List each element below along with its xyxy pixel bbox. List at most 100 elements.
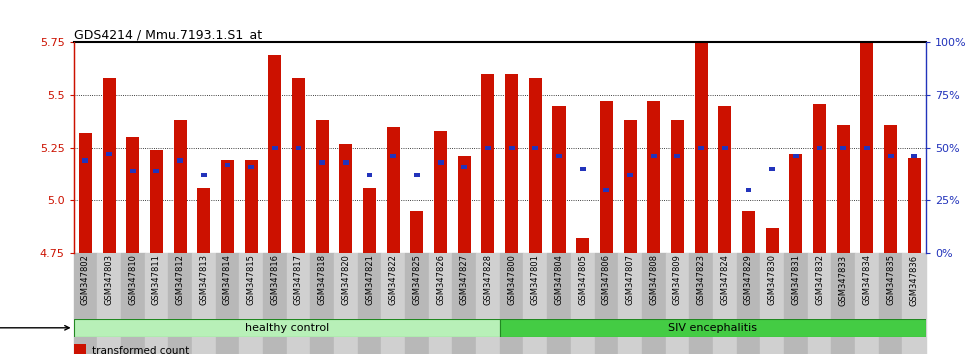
Bar xyxy=(553,105,565,253)
Bar xyxy=(248,165,254,169)
Text: disease state: disease state xyxy=(0,323,70,333)
Bar xyxy=(201,173,207,177)
Bar xyxy=(358,253,381,354)
Bar xyxy=(169,253,192,354)
Text: GDS4214 / Mmu.7193.1.S1_at: GDS4214 / Mmu.7193.1.S1_at xyxy=(74,28,262,41)
Bar xyxy=(296,146,302,150)
Bar xyxy=(595,253,618,354)
Bar xyxy=(462,165,467,169)
Bar xyxy=(286,253,311,354)
Bar xyxy=(453,253,476,354)
Bar xyxy=(97,253,121,354)
Bar xyxy=(390,154,396,158)
Bar xyxy=(665,253,689,354)
Bar xyxy=(387,127,400,253)
Bar xyxy=(220,160,234,253)
Bar xyxy=(216,253,239,354)
Bar xyxy=(367,173,372,177)
Bar xyxy=(765,228,779,253)
Bar xyxy=(600,102,612,253)
Text: healthy control: healthy control xyxy=(245,323,328,333)
Bar xyxy=(671,120,684,253)
Bar xyxy=(903,253,926,354)
Bar xyxy=(500,253,523,354)
Bar xyxy=(651,154,657,158)
Bar xyxy=(74,253,97,354)
Bar xyxy=(746,188,752,192)
Bar xyxy=(604,188,610,192)
Bar xyxy=(689,253,712,354)
Bar xyxy=(742,211,755,253)
Bar xyxy=(760,253,784,354)
Bar xyxy=(627,173,633,177)
Bar xyxy=(74,319,500,337)
Text: transformed count: transformed count xyxy=(92,346,189,354)
Bar xyxy=(712,253,737,354)
Bar xyxy=(808,253,831,354)
Bar xyxy=(438,160,444,165)
Bar xyxy=(570,253,595,354)
Bar xyxy=(784,253,808,354)
Bar xyxy=(547,253,570,354)
Bar xyxy=(864,146,870,150)
Bar xyxy=(831,253,855,354)
Bar xyxy=(722,146,728,150)
Bar xyxy=(647,102,661,253)
Bar xyxy=(129,169,135,173)
Bar xyxy=(121,253,144,354)
Bar xyxy=(642,253,665,354)
Bar xyxy=(623,120,637,253)
Bar xyxy=(476,253,500,354)
Bar xyxy=(82,158,88,162)
Bar xyxy=(224,162,230,167)
Bar xyxy=(695,38,708,253)
Bar xyxy=(860,0,873,253)
Bar xyxy=(458,156,470,253)
Bar xyxy=(405,253,428,354)
Bar xyxy=(907,158,921,253)
Bar xyxy=(505,74,518,253)
Bar xyxy=(718,105,731,253)
Bar xyxy=(192,253,216,354)
Bar xyxy=(411,211,423,253)
Bar xyxy=(556,154,562,158)
Bar xyxy=(481,74,495,253)
Bar xyxy=(816,146,822,150)
Bar xyxy=(269,55,281,253)
Bar xyxy=(414,173,419,177)
Text: SIV encephalitis: SIV encephalitis xyxy=(668,323,758,333)
Bar xyxy=(154,169,160,173)
Bar xyxy=(197,188,211,253)
Bar xyxy=(311,253,334,354)
Bar xyxy=(319,160,325,165)
Bar xyxy=(150,150,163,253)
Bar xyxy=(532,146,538,150)
Bar xyxy=(316,120,328,253)
Bar xyxy=(813,104,826,253)
Bar xyxy=(674,154,680,158)
Bar xyxy=(263,253,286,354)
Bar xyxy=(523,253,547,354)
Bar xyxy=(879,253,903,354)
Bar xyxy=(428,253,453,354)
Bar xyxy=(103,78,116,253)
Bar xyxy=(500,319,926,337)
Bar xyxy=(239,253,263,354)
Bar xyxy=(737,253,760,354)
Bar xyxy=(485,146,491,150)
Bar xyxy=(837,125,850,253)
Bar xyxy=(363,188,376,253)
Bar xyxy=(343,160,349,165)
Bar xyxy=(434,131,447,253)
Bar xyxy=(106,152,112,156)
Bar xyxy=(271,146,277,150)
Bar xyxy=(177,158,183,162)
Bar xyxy=(78,133,92,253)
Bar xyxy=(529,78,542,253)
Bar xyxy=(145,253,169,354)
Bar xyxy=(888,154,894,158)
Bar xyxy=(126,137,139,253)
Bar xyxy=(840,146,846,150)
Bar xyxy=(381,253,405,354)
Bar xyxy=(698,146,704,150)
